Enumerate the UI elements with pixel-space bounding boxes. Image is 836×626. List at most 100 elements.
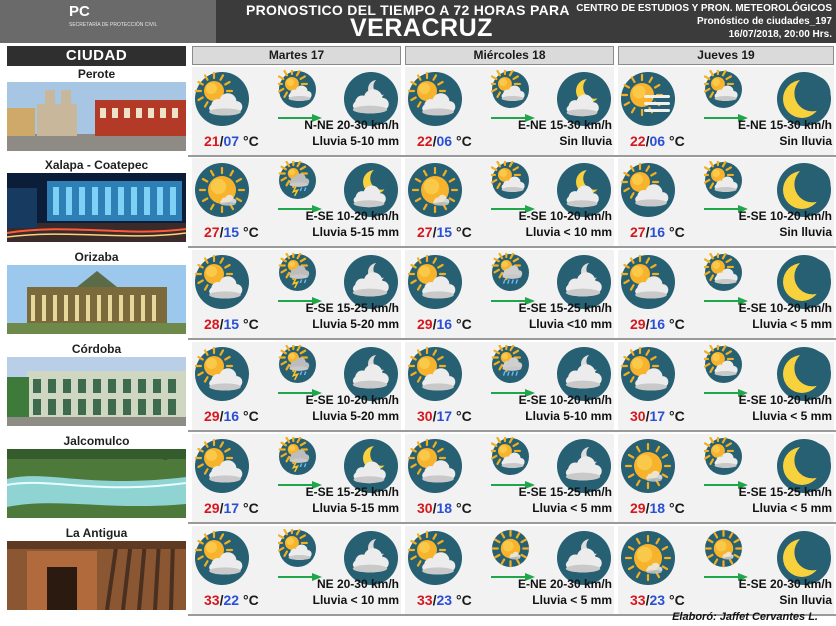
cloudy-night-icon [556,530,612,586]
temperature-range: 33/23 °C [417,592,472,608]
moon-icon [776,530,832,586]
day-forecast-cell: 33/23 °C E-SE 20-30 km/h Sin lluvia [618,526,834,614]
temp-max: 29 [417,316,433,332]
temp-max: 33 [204,592,220,608]
issue-datetime: 16/07/2018, 20:00 Hrs. [728,29,832,40]
temperature-range: 22/06 °C [630,133,685,149]
city-name: La Antigua [7,526,186,542]
temp-separator: / [645,224,650,240]
day-forecast-cell: 33/22 °C NE 20-30 km/h Lluvia < 10 mm [192,526,401,614]
temp-unit: °C [243,224,259,240]
city-name: Córdoba [7,342,186,358]
day-forecast-cell: 29/16 °C E-SE 10-20 km/h Lluvia < 5 mm [618,250,834,338]
row-divider [188,614,836,616]
author-credit: Elaboró: Jaffet Cervantes L. [672,611,818,623]
temp-separator: / [219,408,224,424]
rain-forecast: Lluvia < 5 mm [752,409,832,423]
temp-separator: / [219,316,224,332]
wind-forecast: E-SE 20-30 km/h [738,577,832,591]
temp-unit: °C [669,500,685,516]
partly-cloudy-icon [194,530,250,586]
storm-icon [278,158,317,200]
bulletin-number: Pronóstico de ciudades_197 [696,16,832,27]
day-forecast-cell: 28/15 °C E-SE 15-25 km/h Lluvia 5-20 mm [192,250,401,338]
temp-separator: / [645,500,650,516]
moon-icon [776,162,832,218]
temp-unit: °C [243,592,259,608]
wind-forecast: E-SE 15-25 km/h [738,485,832,499]
day-forecast-cell: 27/15 °C E-SE 10-20 km/h Lluvia 5-15 mm [192,158,401,246]
city-column-header: CIUDAD [7,46,186,66]
temp-min: 06 [436,133,453,149]
sunny-icon [407,162,463,218]
temp-max: 30 [417,500,433,516]
river-photo [7,449,186,518]
temp-min: 16 [436,316,453,332]
temp-unit: °C [669,316,685,332]
moon-icon [776,71,832,127]
cloudy-night-icon [556,346,612,402]
partly-cloudy-icon [488,67,530,109]
temp-separator: / [432,133,437,149]
day-forecast-cell: 30/17 °C E-SE 10-20 km/h Lluvia < 5 mm [618,342,834,430]
header-bar: PC SECRETARÍA DE PROTECCIÓN CIVIL PRONOS… [0,0,836,43]
row-divider [188,155,836,157]
temp-min: 06 [649,133,666,149]
temperature-range: 27/15 °C [417,224,472,240]
temp-min: 16 [649,316,666,332]
wind-forecast: E-SE 10-20 km/h [305,209,399,223]
temp-separator: / [432,224,437,240]
day-forecast-cell: 21/07 °C N-NE 20-30 km/h Lluvia 5-10 mm [192,67,401,155]
logo-text: PC [69,3,90,20]
wind-forecast: E-SE 15-25 km/h [305,485,399,499]
wind-arrow-icon [278,200,322,213]
storm-icon [278,342,317,384]
wind-arrow-icon [491,384,535,397]
temperature-range: 30/17 °C [630,408,685,424]
partly-cloudy-icon [620,162,676,218]
temp-separator: / [432,592,437,608]
temperature-range: 22/06 °C [417,133,472,149]
temp-max: 29 [630,500,646,516]
city-name: Perote [7,67,186,83]
city-row: Córdoba 29/16 °C E-SE 10-20 km/h Lluvia 5… [0,342,836,432]
title-line-2: VERACRUZ [350,14,493,42]
cloudy-night-icon [556,254,612,310]
cloudy-night-icon [556,438,612,494]
temp-separator: / [645,408,650,424]
day-forecast-cell: 30/17 °C E-SE 10-20 km/h Lluvia 5-10 mm [405,342,614,430]
wind-arrow-icon [278,292,322,305]
row-divider [188,430,836,432]
day-forecast-cell: 29/18 °C E-SE 15-25 km/h Lluvia < 5 mm [618,434,834,522]
temp-unit: °C [456,408,472,424]
moon-icon [776,438,832,494]
city-name: Orizaba [7,250,186,266]
day-forecast-cell: 22/06 °C E-NE 15-30 km/h Sin lluvia [618,67,834,155]
partly-cloudy-icon [407,254,463,310]
temp-max: 30 [630,408,646,424]
partly-cloudy-icon [701,342,743,384]
partly-cloudy-icon [194,71,250,127]
partly-cloudy-icon [275,526,317,568]
moon-icon [776,254,832,310]
temperature-range: 29/17 °C [204,500,259,516]
partly-cloudy-icon [701,158,743,200]
city-row: Perote 21/07 °C N-NE 20-30 km/h Lluvia 5-… [0,67,836,157]
row-divider [188,522,836,524]
ruins-photo [7,541,186,610]
temp-unit: °C [669,592,685,608]
wind-arrow-icon [278,109,322,122]
rain-forecast: Lluvia < 5 mm [532,501,612,515]
moon-icon [776,346,832,402]
rain-icon [491,342,530,384]
day-forecast-cell: 30/18 °C E-SE 15-25 km/h Lluvia < 5 mm [405,434,614,522]
day-forecast-cell: 29/17 °C E-SE 15-25 km/h Lluvia 5-15 mm [192,434,401,522]
wind-arrow-icon [491,476,535,489]
wind-arrow-icon [704,384,748,397]
temp-min: 17 [649,408,666,424]
partly-cloudy-icon [407,71,463,127]
sunny-icon [620,438,676,494]
temp-unit: °C [243,316,259,332]
rain-forecast: Lluvia 5-20 mm [312,317,399,331]
temp-min: 15 [223,316,240,332]
